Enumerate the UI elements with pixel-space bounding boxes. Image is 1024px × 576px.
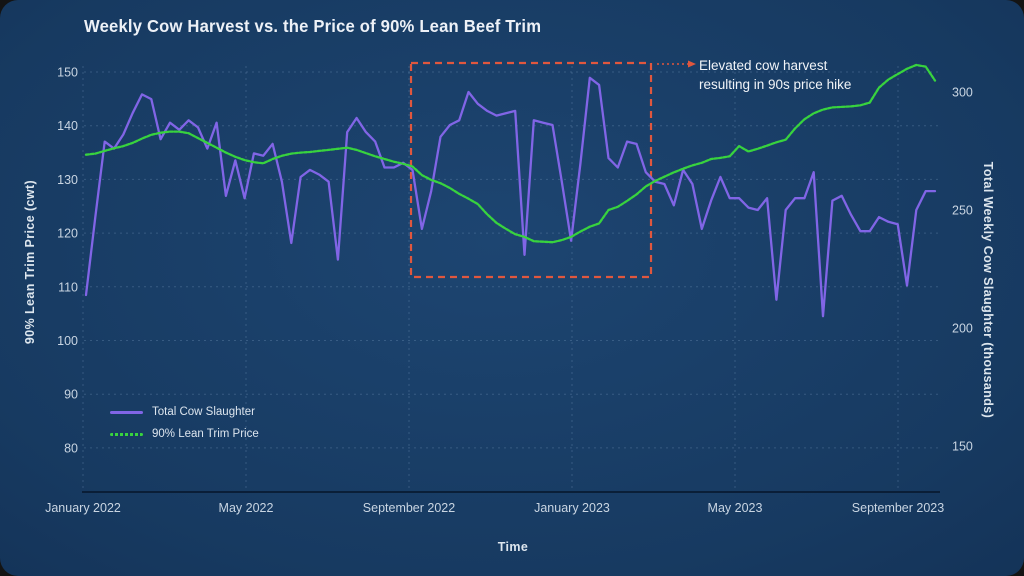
annotation-box <box>409 61 653 279</box>
x-axis-tick-label: May 2022 <box>219 501 274 515</box>
chart-title: Weekly Cow Harvest vs. the Price of 90% … <box>84 16 542 36</box>
left-axis-tick-label: 90 <box>64 388 78 402</box>
legend: Total Cow Slaughter 90% Lean Trim Price <box>110 401 259 445</box>
x-axis-tick-label: May 2023 <box>708 501 763 515</box>
left-axis-tick-label: 130 <box>57 173 78 187</box>
right-axis-title: Total Weekly Cow Slaughter (thousands) <box>981 161 995 419</box>
lean-trim-price-line <box>84 63 937 244</box>
x-axis-tick-label: September 2023 <box>852 501 944 515</box>
x-axis-tick-label: January 2022 <box>45 501 121 515</box>
right-axis-tick-label: 200 <box>952 322 973 336</box>
right-axis-tick-label: 150 <box>952 440 973 454</box>
annotation-arrowhead-icon <box>688 60 696 68</box>
right-axis-tick-label: 250 <box>952 204 973 218</box>
cow-slaughter-swatch <box>110 410 143 414</box>
x-axis-tick-label: September 2022 <box>363 501 455 515</box>
legend-item-cow-slaughter: Total Cow Slaughter <box>110 401 259 423</box>
cow-slaughter-line <box>84 76 937 318</box>
left-axis-tick-label: 120 <box>57 227 78 241</box>
left-axis-tick-label: 100 <box>57 334 78 348</box>
annotation-line-1: Elevated cow harvest <box>699 58 828 73</box>
left-axis-tick-label: 110 <box>58 280 78 294</box>
x-axis-tick-label: January 2023 <box>534 501 610 515</box>
legend-label-cow-slaughter: Total Cow Slaughter <box>152 406 255 418</box>
lean-trim-price-swatch <box>110 432 143 436</box>
legend-label-lean-trim-price: 90% Lean Trim Price <box>152 428 259 440</box>
left-axis-tick-label: 80 <box>64 441 78 455</box>
left-axis-tick-label: 150 <box>57 66 78 80</box>
annotation-text: Elevated cow harvest resulting in 90s pr… <box>699 56 851 94</box>
legend-item-lean-trim-price: 90% Lean Trim Price <box>110 423 259 445</box>
left-axis-tick-label: 140 <box>57 119 78 133</box>
x-axis-title: Time <box>497 540 529 554</box>
right-axis-tick-label: 300 <box>952 86 973 100</box>
annotation-line-2: resulting in 90s price hike <box>699 77 852 92</box>
left-axis-title: 90% Lean Trim Price (cwt) <box>23 179 37 345</box>
